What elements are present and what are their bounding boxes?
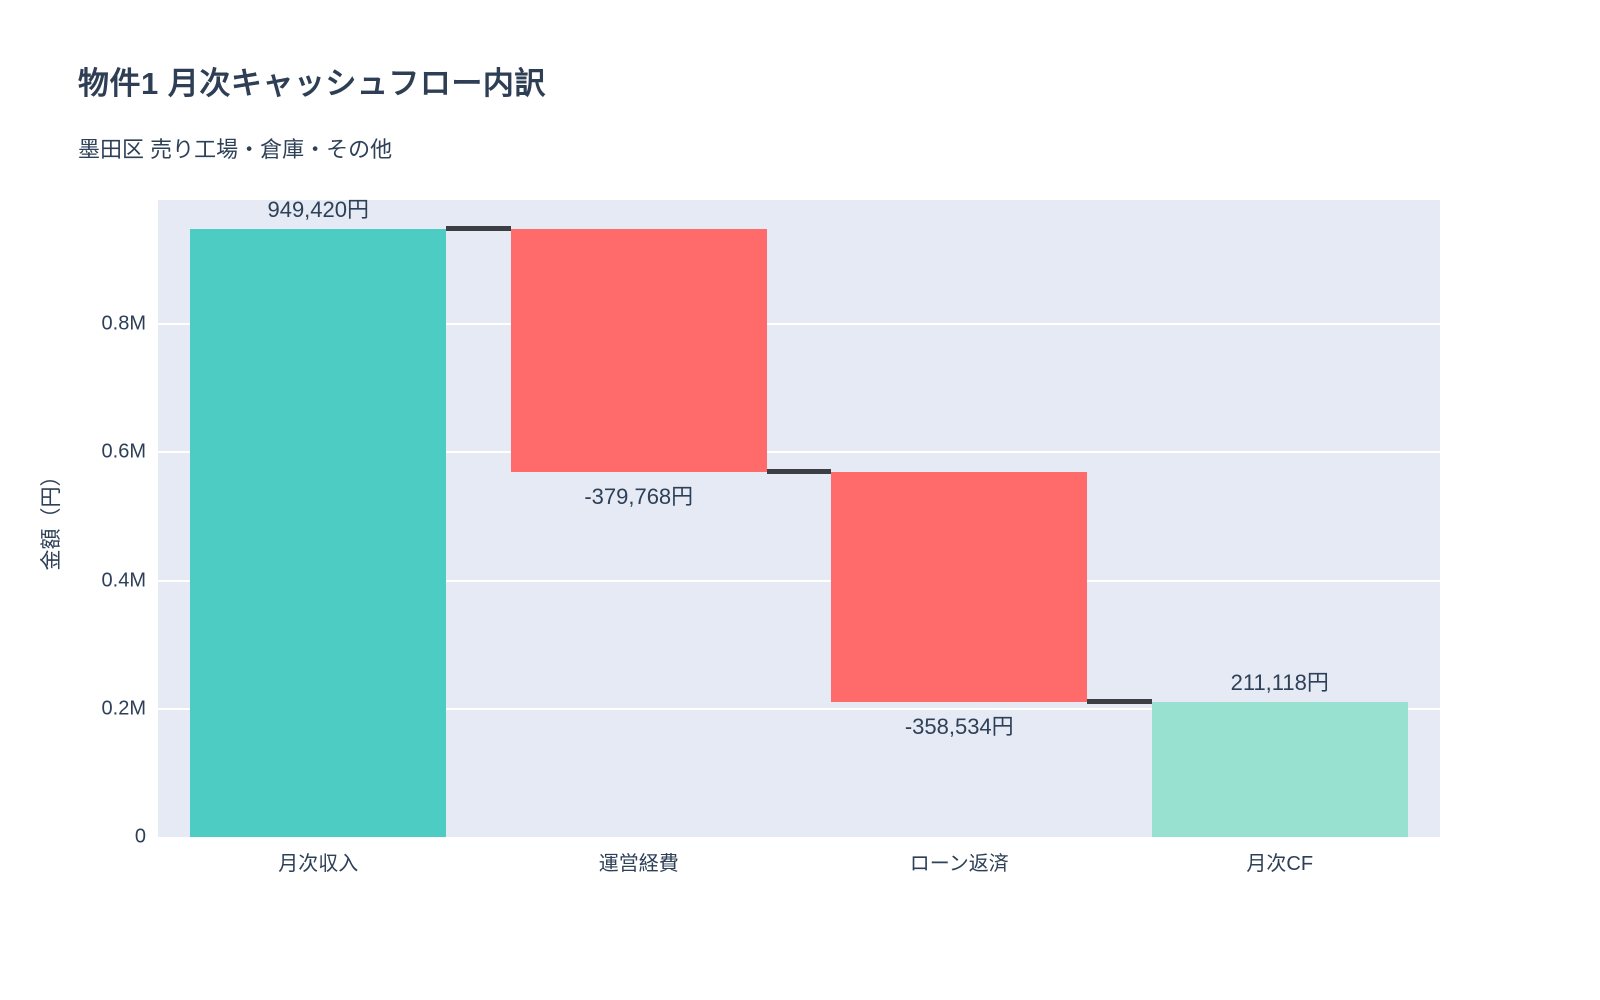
connector-line (446, 226, 511, 232)
y-tick-label: 0.8M (101, 312, 146, 335)
waterfall-bar-2 (510, 228, 767, 472)
gridline (158, 323, 1440, 326)
connector-line (766, 469, 832, 475)
bar-value-label: -358,534円 (904, 713, 1014, 739)
plot-area: 0 0.2M 0.4M 0.6M 0.8M 949,420円 -379,768円 -358,5… (102, 196, 1440, 875)
gridline (158, 707, 1440, 710)
chart-subtitle: 墨田区 売り工場・倉庫・その他 (78, 137, 393, 162)
waterfall-bar-1 (190, 228, 447, 837)
y-tick-label: 0 (134, 825, 146, 848)
y-tick-label: 0.6M (101, 440, 146, 463)
x-tick-label: 運営経費 (598, 853, 679, 875)
waterfall-bar-4 (1151, 701, 1408, 837)
chart-title: 物件1 月次キャッシュフロー内訳 (78, 66, 546, 101)
bar-value-label: 949,420円 (267, 196, 369, 222)
connector-line (1087, 699, 1152, 705)
y-axis-title: 金額（円） (40, 465, 63, 571)
waterfall-bar-3 (831, 471, 1088, 702)
bar-value-label: -379,768円 (584, 483, 694, 509)
bar-value-label: 211,118円 (1230, 669, 1329, 695)
gridline (158, 451, 1440, 454)
y-tick-label: 0.4M (101, 569, 146, 592)
y-tick-label: 0.2M (101, 697, 146, 720)
x-tick-label: ローン返済 (909, 853, 1009, 875)
x-tick-label: 月次CF (1246, 853, 1314, 875)
x-tick-label: 月次収入 (278, 853, 359, 875)
gridline (158, 579, 1440, 582)
